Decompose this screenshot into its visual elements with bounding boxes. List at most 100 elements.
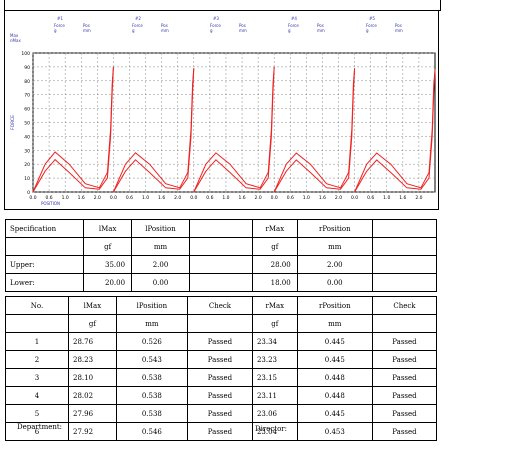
y-tick-label: 80 [24, 79, 30, 85]
table-row: 5 27.96 0.538 Passed 23.06 0.445 Passed [4, 404, 438, 423]
y-tick-label: 60 [24, 107, 30, 113]
results-lcheck-cell: Passed [186, 350, 253, 369]
spec-lower-lpos: 0.00 [131, 273, 190, 292]
spec-unit-row: gf mm gf mm [4, 237, 438, 256]
table-row: 4 28.02 0.538 Passed 23.11 0.448 Passed [4, 386, 438, 405]
header-pos-2: Pos [161, 23, 168, 28]
results-rpos-cell: 0.448 [296, 368, 373, 387]
header-num-3: #3 [213, 16, 219, 21]
header-pos-unit-2: mm [161, 28, 169, 33]
header-force-unit-1: g [54, 28, 57, 33]
header-force-1: Force [54, 23, 65, 28]
results-rmax-cell: 23.23 [251, 350, 298, 369]
results-rpos-cell: 0.445 [296, 350, 373, 369]
results-lpos-cell: 0.526 [115, 332, 188, 351]
results-lmax-unit: gf [68, 314, 117, 333]
x-tick-label: 1.0 [303, 195, 310, 201]
results-rcheck-header: Check [371, 296, 438, 315]
y-tick-label: 100 [21, 51, 30, 57]
results-no-cell: 5 [4, 404, 70, 423]
results-rpos-cell: 0.445 [296, 332, 373, 351]
force-curve-lower [354, 69, 436, 193]
force-curve-lower [193, 66, 275, 193]
x-tick-label: 1.6 [319, 195, 326, 201]
force-chart-svg: 0 10 20 30 40 50 60 70 80 90 100 0.0 0.6 1.0 1.6 2.0 0.0… [10, 51, 436, 206]
results-rcheck-cell: Passed [371, 368, 438, 387]
table-row: 2 28.23 0.543 Passed 23.23 0.445 Passed [4, 350, 438, 369]
y-tick-label: 20 [24, 162, 30, 168]
results-lmax-cell: 28.02 [68, 386, 117, 405]
x-tick-label: 0.6 [287, 195, 294, 201]
results-lmax-cell: 28.76 [68, 332, 117, 351]
results-no-cell: 1 [4, 332, 70, 351]
results-rpos-cell: 0.453 [296, 422, 373, 441]
x-tick-label: 0.6 [45, 195, 52, 201]
results-table: No. lMax lPosition Check rMax rPosition … [4, 296, 438, 441]
results-rpos-cell: 0.448 [296, 386, 373, 405]
results-rcheck-cell: Passed [371, 404, 438, 423]
y-tick-label: 70 [24, 93, 30, 99]
table-row: 6 27.92 0.546 Passed 23.04 0.453 Passed [4, 422, 438, 441]
x-tick-label: 2.0 [415, 195, 422, 201]
spec-lpos-unit: mm [131, 237, 190, 256]
results-no-header: No. [4, 296, 70, 315]
header-force-2: Force [132, 23, 143, 28]
results-header-row: No. lMax lPosition Check rMax rPosition … [4, 296, 438, 315]
results-rpos-cell: 0.445 [296, 404, 373, 423]
results-rmax-cell: 23.11 [251, 386, 298, 405]
results-no-cell: 6 [4, 422, 70, 441]
results-lmax-cell: 27.92 [68, 422, 117, 441]
spec-upper-label: Upper: [4, 255, 85, 274]
x-tick-label: 2.0 [174, 195, 181, 201]
results-rcheck-cell: Passed [371, 422, 438, 441]
results-lmax-cell: 27.96 [68, 404, 117, 423]
results-lpos-cell: 0.538 [115, 386, 188, 405]
spec-lower-rmax: 18.00 [251, 273, 298, 292]
header-pos-unit-3: mm [239, 28, 247, 33]
results-unit-row: gf mm gf mm [4, 314, 438, 333]
x-tick-label: 2.0 [255, 195, 262, 201]
results-rcheck-cell: Passed [371, 350, 438, 369]
spec-rmax-unit: gf [251, 237, 298, 256]
spec-lower-row: Lower: 20.00 0.00 18.00 0.00 [4, 273, 438, 292]
director-label: Director: [255, 425, 287, 433]
specification-table: Specification lMax lPosition rMax rPosit… [4, 219, 438, 292]
results-lpos-cell: 0.546 [115, 422, 188, 441]
y-tick-label: 10 [24, 176, 30, 182]
table-row: 1 28.76 0.526 Passed 23.34 0.445 Passed [4, 332, 438, 351]
max-label: Max [10, 33, 19, 38]
spec-upper-rmax: 28.00 [251, 255, 298, 274]
spec-rmax-header: rMax [251, 219, 298, 238]
results-lmax-cell: 28.10 [68, 368, 117, 387]
y-axis-label: FORCE [10, 115, 16, 130]
header-force-unit-4: g [288, 28, 291, 33]
header-pos-3: Pos [239, 23, 246, 28]
x-tick-label: 1.0 [62, 195, 69, 201]
x-tick-label: 0.0 [110, 195, 117, 201]
results-rmax-unit: gf [251, 314, 298, 333]
header-num-2: #2 [135, 16, 141, 21]
y-tick-label: 0 [27, 190, 30, 196]
spec-lmax-header: lMax [83, 219, 133, 238]
x-tick-label: 1.6 [158, 195, 165, 201]
results-rmax-header: rMax [251, 296, 298, 315]
header-num-4: #4 [291, 16, 297, 21]
x-tick-label: 0.0 [190, 195, 197, 201]
results-lcheck-cell: Passed [186, 404, 253, 423]
x-tick-label: 1.0 [383, 195, 390, 201]
header-force-5: Force [366, 23, 377, 28]
header-num-5: #5 [369, 16, 375, 21]
results-lcheck-cell: Passed [186, 368, 253, 387]
header-force-unit-2: g [132, 28, 135, 33]
x-tick-label: 2.0 [335, 195, 342, 201]
header-pos-unit-5: mm [395, 28, 403, 33]
results-no-cell: 4 [4, 386, 70, 405]
header-force-3: Force [210, 23, 221, 28]
spec-upper-lmax: 35.00 [83, 255, 133, 274]
spec-header-row: Specification lMax lPosition rMax rPosit… [4, 219, 438, 238]
spec-upper-row: Upper: 35.00 2.00 28.00 2.00 [4, 255, 438, 274]
header-pos-unit-1: mm [83, 28, 91, 33]
results-rpos-header: rPosition [296, 296, 373, 315]
results-lpos-unit: mm [115, 314, 188, 333]
x-tick-label: 0.0 [271, 195, 278, 201]
